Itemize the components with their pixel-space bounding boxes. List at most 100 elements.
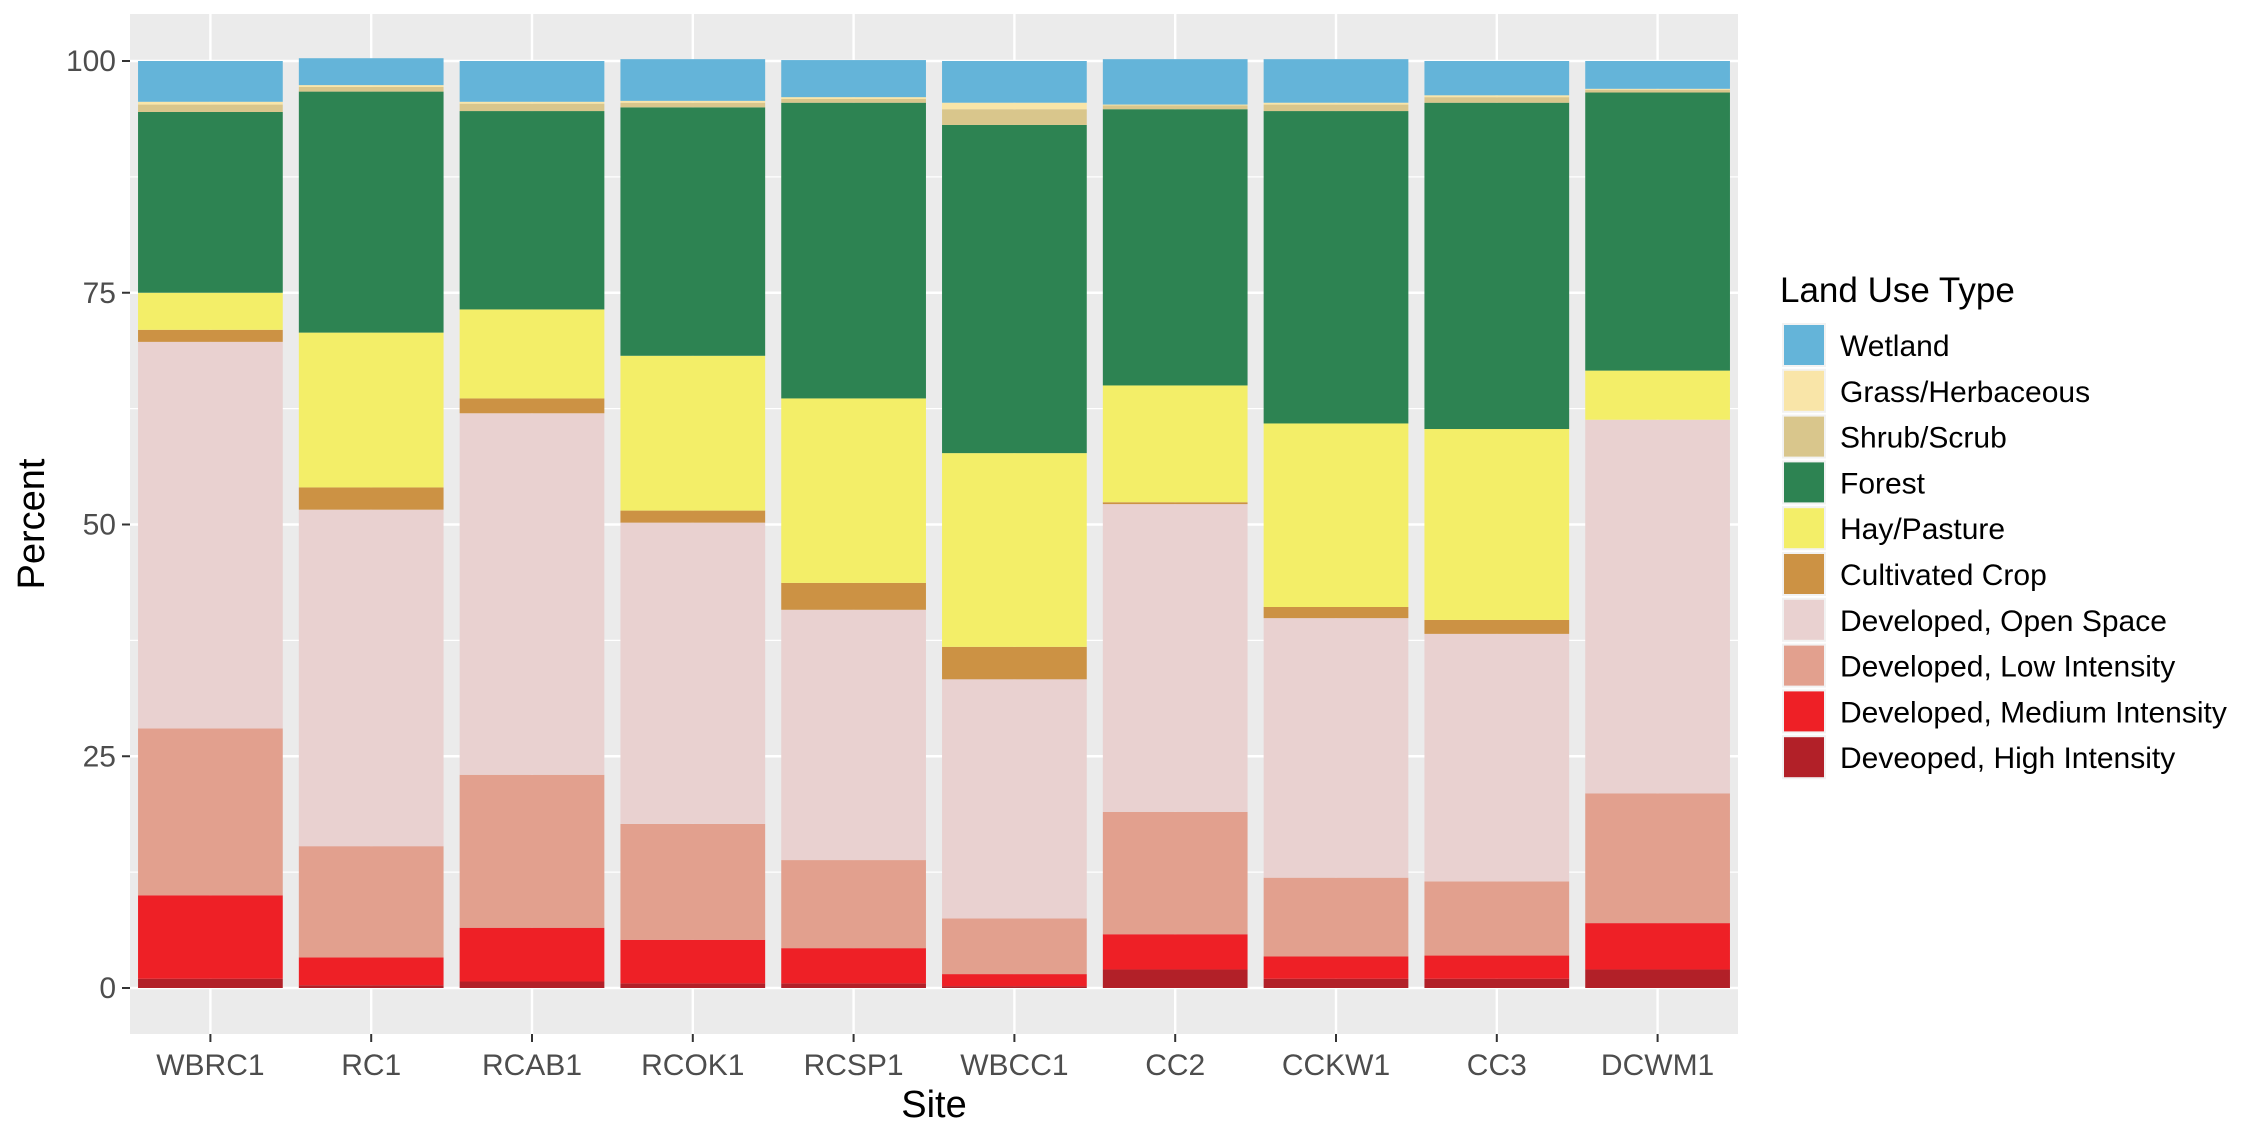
bar-segment — [298, 85, 444, 87]
bar-segment — [138, 101, 283, 105]
bar-segment — [1263, 877, 1409, 957]
bar-segment — [138, 978, 283, 988]
legend-label: Wetland — [1840, 330, 1950, 363]
bar-segment — [620, 823, 766, 940]
bar-segment — [1585, 793, 1730, 924]
x-tick-label: RC1 — [341, 1049, 401, 1082]
legend-swatch — [1784, 325, 1824, 365]
bar-segment — [298, 91, 444, 333]
bar-segment — [459, 103, 605, 112]
bar-segment — [1585, 89, 1730, 93]
bar-segment — [138, 61, 283, 102]
x-tick-label: CC3 — [1467, 1049, 1527, 1082]
y-tick-label: 75 — [83, 277, 116, 310]
bar-segment — [459, 413, 605, 775]
bar-segment — [620, 107, 766, 356]
x-tick-label: RCOK1 — [641, 1049, 744, 1082]
bar-segment — [1102, 502, 1248, 505]
legend-item: Forest — [1782, 460, 1926, 505]
legend-swatch — [1784, 554, 1824, 594]
x-axis-title: Site — [901, 1084, 966, 1126]
bar-segment — [1585, 61, 1730, 89]
bar-segment — [1102, 934, 1248, 970]
bar-segment — [942, 124, 1087, 454]
legend-label: Developed, Low Intensity — [1840, 651, 2175, 684]
bar-segment — [298, 957, 444, 986]
bar-segment — [138, 111, 283, 293]
bar-segment — [781, 102, 926, 399]
y-tick-label: 50 — [83, 509, 116, 542]
legend-item: Cultivated Crop — [1782, 552, 2047, 596]
bar-segment — [298, 58, 444, 86]
x-tick-label: CCKW1 — [1282, 1049, 1390, 1082]
legend-label: Deveoped, High Intensity — [1840, 742, 2175, 775]
bar-segment — [942, 453, 1087, 647]
y-tick-label: 0 — [99, 972, 116, 1005]
bar-segment — [1263, 423, 1409, 608]
legend-swatch — [1784, 462, 1824, 503]
bar-segment — [138, 341, 283, 729]
legend-item: Developed, Open Space — [1782, 597, 2167, 642]
bar-segment — [459, 774, 605, 928]
bar-segment — [781, 60, 926, 98]
legend-label: Hay/Pasture — [1840, 513, 2005, 546]
bar-segment — [1585, 923, 1730, 970]
bar-segment — [298, 487, 444, 510]
x-tick-label: DCWM1 — [1601, 1049, 1714, 1082]
bar-segment — [781, 609, 926, 861]
bar-segment — [942, 109, 1087, 125]
bar-segment — [1424, 619, 1570, 634]
bar-segment — [942, 918, 1087, 975]
x-tick-label: RCSP1 — [804, 1049, 904, 1082]
bar-segment — [781, 97, 926, 100]
legend-swatch — [1784, 737, 1824, 778]
bar-segment — [298, 332, 444, 488]
bars — [138, 58, 1730, 988]
bar-segment — [1102, 105, 1248, 110]
bar-segment — [459, 111, 605, 310]
bar-segment — [1263, 102, 1409, 105]
bar-segment — [1424, 978, 1570, 988]
bar-segment — [942, 646, 1087, 680]
bar-segment — [298, 846, 444, 958]
bar-segment — [1102, 385, 1248, 503]
legend-item: Shrub/Scrub — [1782, 414, 2007, 459]
bar-segment — [1424, 955, 1570, 979]
bar-stack-dcwm1 — [1585, 61, 1730, 988]
bar-segment — [1263, 607, 1409, 619]
bar-segment — [781, 983, 926, 988]
bar-segment — [1585, 969, 1730, 988]
x-tick-label: RCAB1 — [482, 1049, 582, 1082]
bar-segment — [459, 101, 605, 104]
bar-stack-rcok1 — [620, 59, 766, 988]
bar-segment — [781, 860, 926, 949]
bar-segment — [138, 728, 283, 896]
bar-segment — [620, 939, 766, 984]
bar-segment — [1263, 104, 1409, 112]
bar-segment — [298, 985, 444, 988]
bar-segment — [459, 398, 605, 414]
bar-segment — [942, 102, 1087, 110]
bar-segment — [1263, 59, 1409, 103]
legend-label: Developed, Open Space — [1840, 605, 2167, 638]
bar-segment — [459, 309, 605, 399]
bar-stack-cc2 — [1102, 59, 1248, 988]
legend-swatch — [1784, 599, 1824, 640]
bar-segment — [298, 86, 444, 92]
bar-segment — [620, 510, 766, 523]
legend-label: Forest — [1840, 467, 1926, 500]
bar-segment — [1424, 97, 1570, 103]
bar-segment — [1424, 61, 1570, 96]
legend-label: Developed, Medium Intensity — [1840, 696, 2227, 729]
bar-stack-wbcc1 — [942, 61, 1087, 988]
bar-segment — [1585, 88, 1730, 90]
bar-segment — [1102, 811, 1248, 935]
bar-segment — [1585, 92, 1730, 371]
legend-label: Grass/Herbaceous — [1840, 376, 2090, 409]
bar-segment — [1424, 633, 1570, 882]
legend-swatch — [1784, 645, 1824, 686]
bar-segment — [459, 61, 605, 102]
bar-segment — [781, 398, 926, 583]
bar-segment — [942, 61, 1087, 103]
legend-swatch — [1784, 691, 1824, 732]
